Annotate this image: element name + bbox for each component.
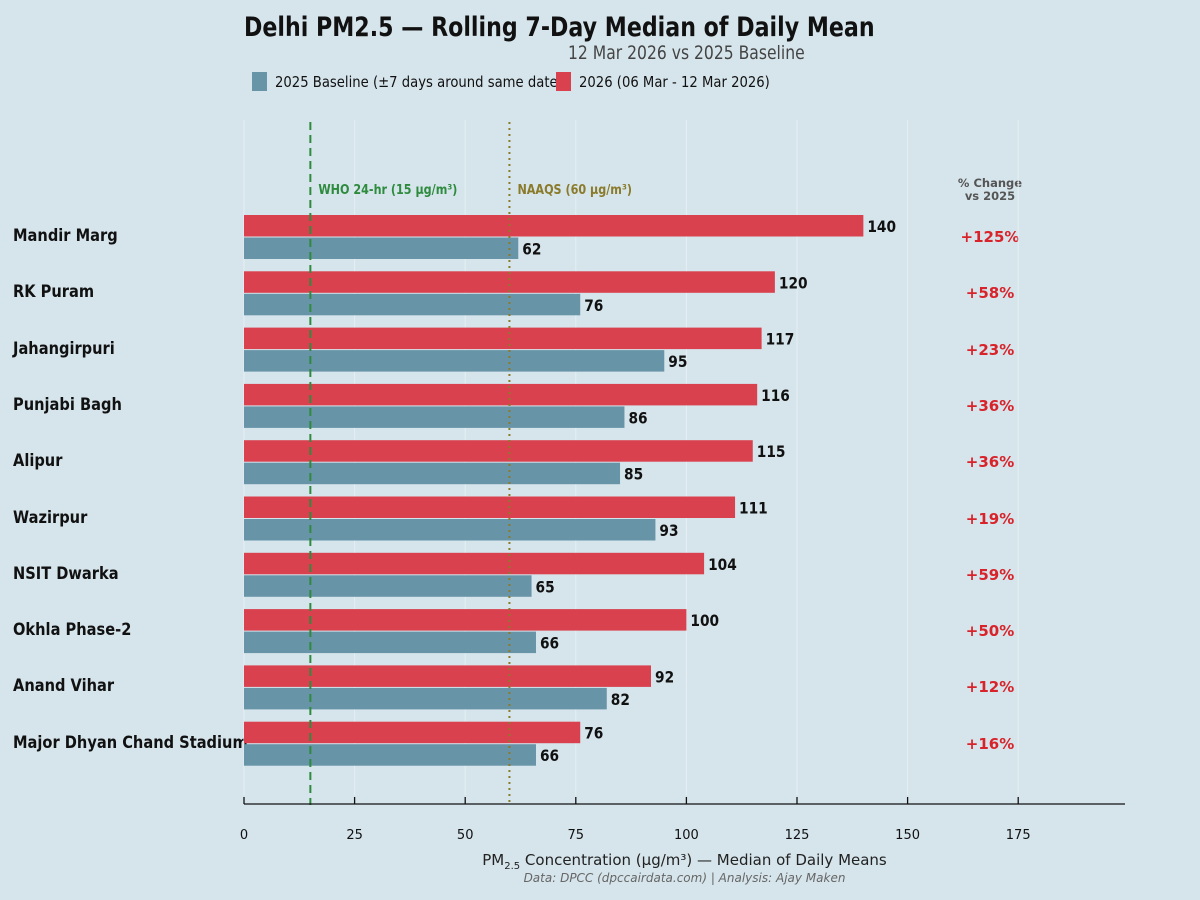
- bar-2025: [244, 687, 607, 710]
- bar-2025: [244, 237, 519, 259]
- station-label: Major Dhyan Chand Stadium: [13, 732, 248, 753]
- data-label-2026: 104: [708, 555, 737, 574]
- data-label-2026: 100: [690, 611, 719, 630]
- data-label-2026: 116: [761, 386, 790, 405]
- legend-item-2026: 2026 (06 Mar - 12 Mar 2026): [556, 72, 796, 91]
- data-label-2025: 65: [536, 577, 555, 596]
- bar-2026: [244, 327, 762, 350]
- bar-2025: [244, 575, 532, 597]
- pct-change-label: +16%: [965, 734, 1015, 753]
- pct-change-header-line2: vs 2025: [964, 189, 1016, 203]
- station-label: RK Puram: [13, 282, 95, 303]
- x-axis-label-main: PM: [482, 851, 505, 869]
- who-reference-label: WHO 24-hr (15 µg/m³): [318, 182, 457, 197]
- data-label-2025: 93: [659, 521, 678, 540]
- station-label: Wazirpur: [13, 507, 88, 528]
- pct-change-label: +50%: [965, 622, 1015, 641]
- bar-2025: [244, 744, 536, 766]
- bar-2026: [244, 383, 758, 406]
- pct-change-label: +125%: [960, 228, 1020, 246]
- x-axis-label-rest: Concentration (µg/m³) — Median of Daily …: [520, 851, 887, 869]
- source-note: Data: DPCC (dpccairdata.com) | Analysis:…: [523, 871, 846, 885]
- naaqs-reference-label: NAAQS (60 µg/m³): [517, 182, 632, 197]
- data-label-2025: 66: [540, 634, 559, 653]
- data-label-2026: 111: [739, 498, 768, 517]
- legend-label-2026: 2026 (06 Mar - 12 Mar 2026): [579, 72, 770, 91]
- data-label-2025: 62: [522, 239, 541, 258]
- x-axis-label-subscript: 2.5: [504, 861, 521, 872]
- bar-2025: [244, 406, 625, 428]
- bar-2026: [244, 609, 687, 631]
- pct-change-label: +58%: [965, 284, 1015, 303]
- pct-change-header: % Change vs 2025: [940, 177, 1040, 203]
- data-label-2025: 82: [611, 690, 630, 709]
- pct-change-label: +12%: [965, 678, 1015, 697]
- bar-2025: [244, 462, 621, 485]
- pct-change-header-line1: % Change: [957, 176, 1023, 190]
- data-label-2026: 120: [779, 273, 808, 292]
- x-tick-label: 25: [346, 828, 363, 843]
- bar-2025: [244, 293, 581, 316]
- bar-2026: [244, 440, 753, 462]
- legend-item-2025: 2025 Baseline (±7 days around same date): [252, 72, 602, 91]
- pct-change-label: +36%: [965, 396, 1015, 415]
- x-tick-label: 175: [1006, 828, 1031, 843]
- x-tick-label: 75: [568, 828, 585, 843]
- x-tick-label: 50: [457, 828, 474, 843]
- pct-change-label: +59%: [965, 565, 1015, 584]
- legend-swatch-2026: [556, 72, 571, 91]
- bar-2026: [244, 215, 864, 237]
- station-label: Jahangirpuri: [13, 338, 115, 359]
- data-label-2025: 85: [624, 465, 643, 484]
- data-label-2025: 66: [540, 746, 559, 765]
- x-axis-label: PM2.5 Concentration (µg/m³) — Median of …: [0, 851, 1200, 872]
- x-tick-label: 100: [674, 828, 699, 843]
- x-tick-label: 150: [895, 828, 920, 843]
- pct-change-label: +19%: [965, 509, 1015, 528]
- station-label: NSIT Dwarka: [13, 563, 119, 584]
- bar-2026: [244, 665, 652, 687]
- bar-2025: [244, 519, 656, 541]
- chart-subtitle: 12 Mar 2026 vs 2025 Baseline: [568, 42, 805, 64]
- data-label-2026: 117: [766, 330, 795, 349]
- bar-2026: [244, 721, 581, 744]
- data-label-2026: 140: [867, 217, 896, 236]
- legend-swatch-2025: [252, 72, 267, 91]
- station-label: Alipur: [13, 451, 63, 472]
- pct-change-label: +36%: [965, 453, 1015, 472]
- bar-2025: [244, 350, 665, 372]
- bar-2025: [244, 631, 536, 654]
- x-tick-label: 0: [240, 828, 248, 843]
- data-label-2026: 92: [655, 667, 674, 686]
- station-label: Punjabi Bagh: [13, 394, 122, 415]
- station-label: Anand Vihar: [13, 676, 115, 697]
- legend-label-2025: 2025 Baseline (±7 days around same date): [275, 72, 563, 91]
- station-label: Mandir Marg: [13, 226, 118, 246]
- data-label-2025: 86: [628, 408, 647, 427]
- chart-title: Delhi PM2.5 — Rolling 7-Day Median of Da…: [244, 12, 875, 43]
- data-label-2025: 76: [584, 296, 603, 315]
- pct-change-label: +23%: [965, 340, 1015, 359]
- data-label-2026: 115: [757, 442, 786, 461]
- bar-2026: [244, 552, 705, 575]
- x-tick-label: 125: [785, 828, 810, 843]
- bar-2026: [244, 496, 736, 518]
- bar-2026: [244, 271, 775, 293]
- data-label-2025: 95: [668, 352, 687, 371]
- data-label-2026: 76: [584, 724, 603, 743]
- station-label: Okhla Phase-2: [13, 620, 132, 641]
